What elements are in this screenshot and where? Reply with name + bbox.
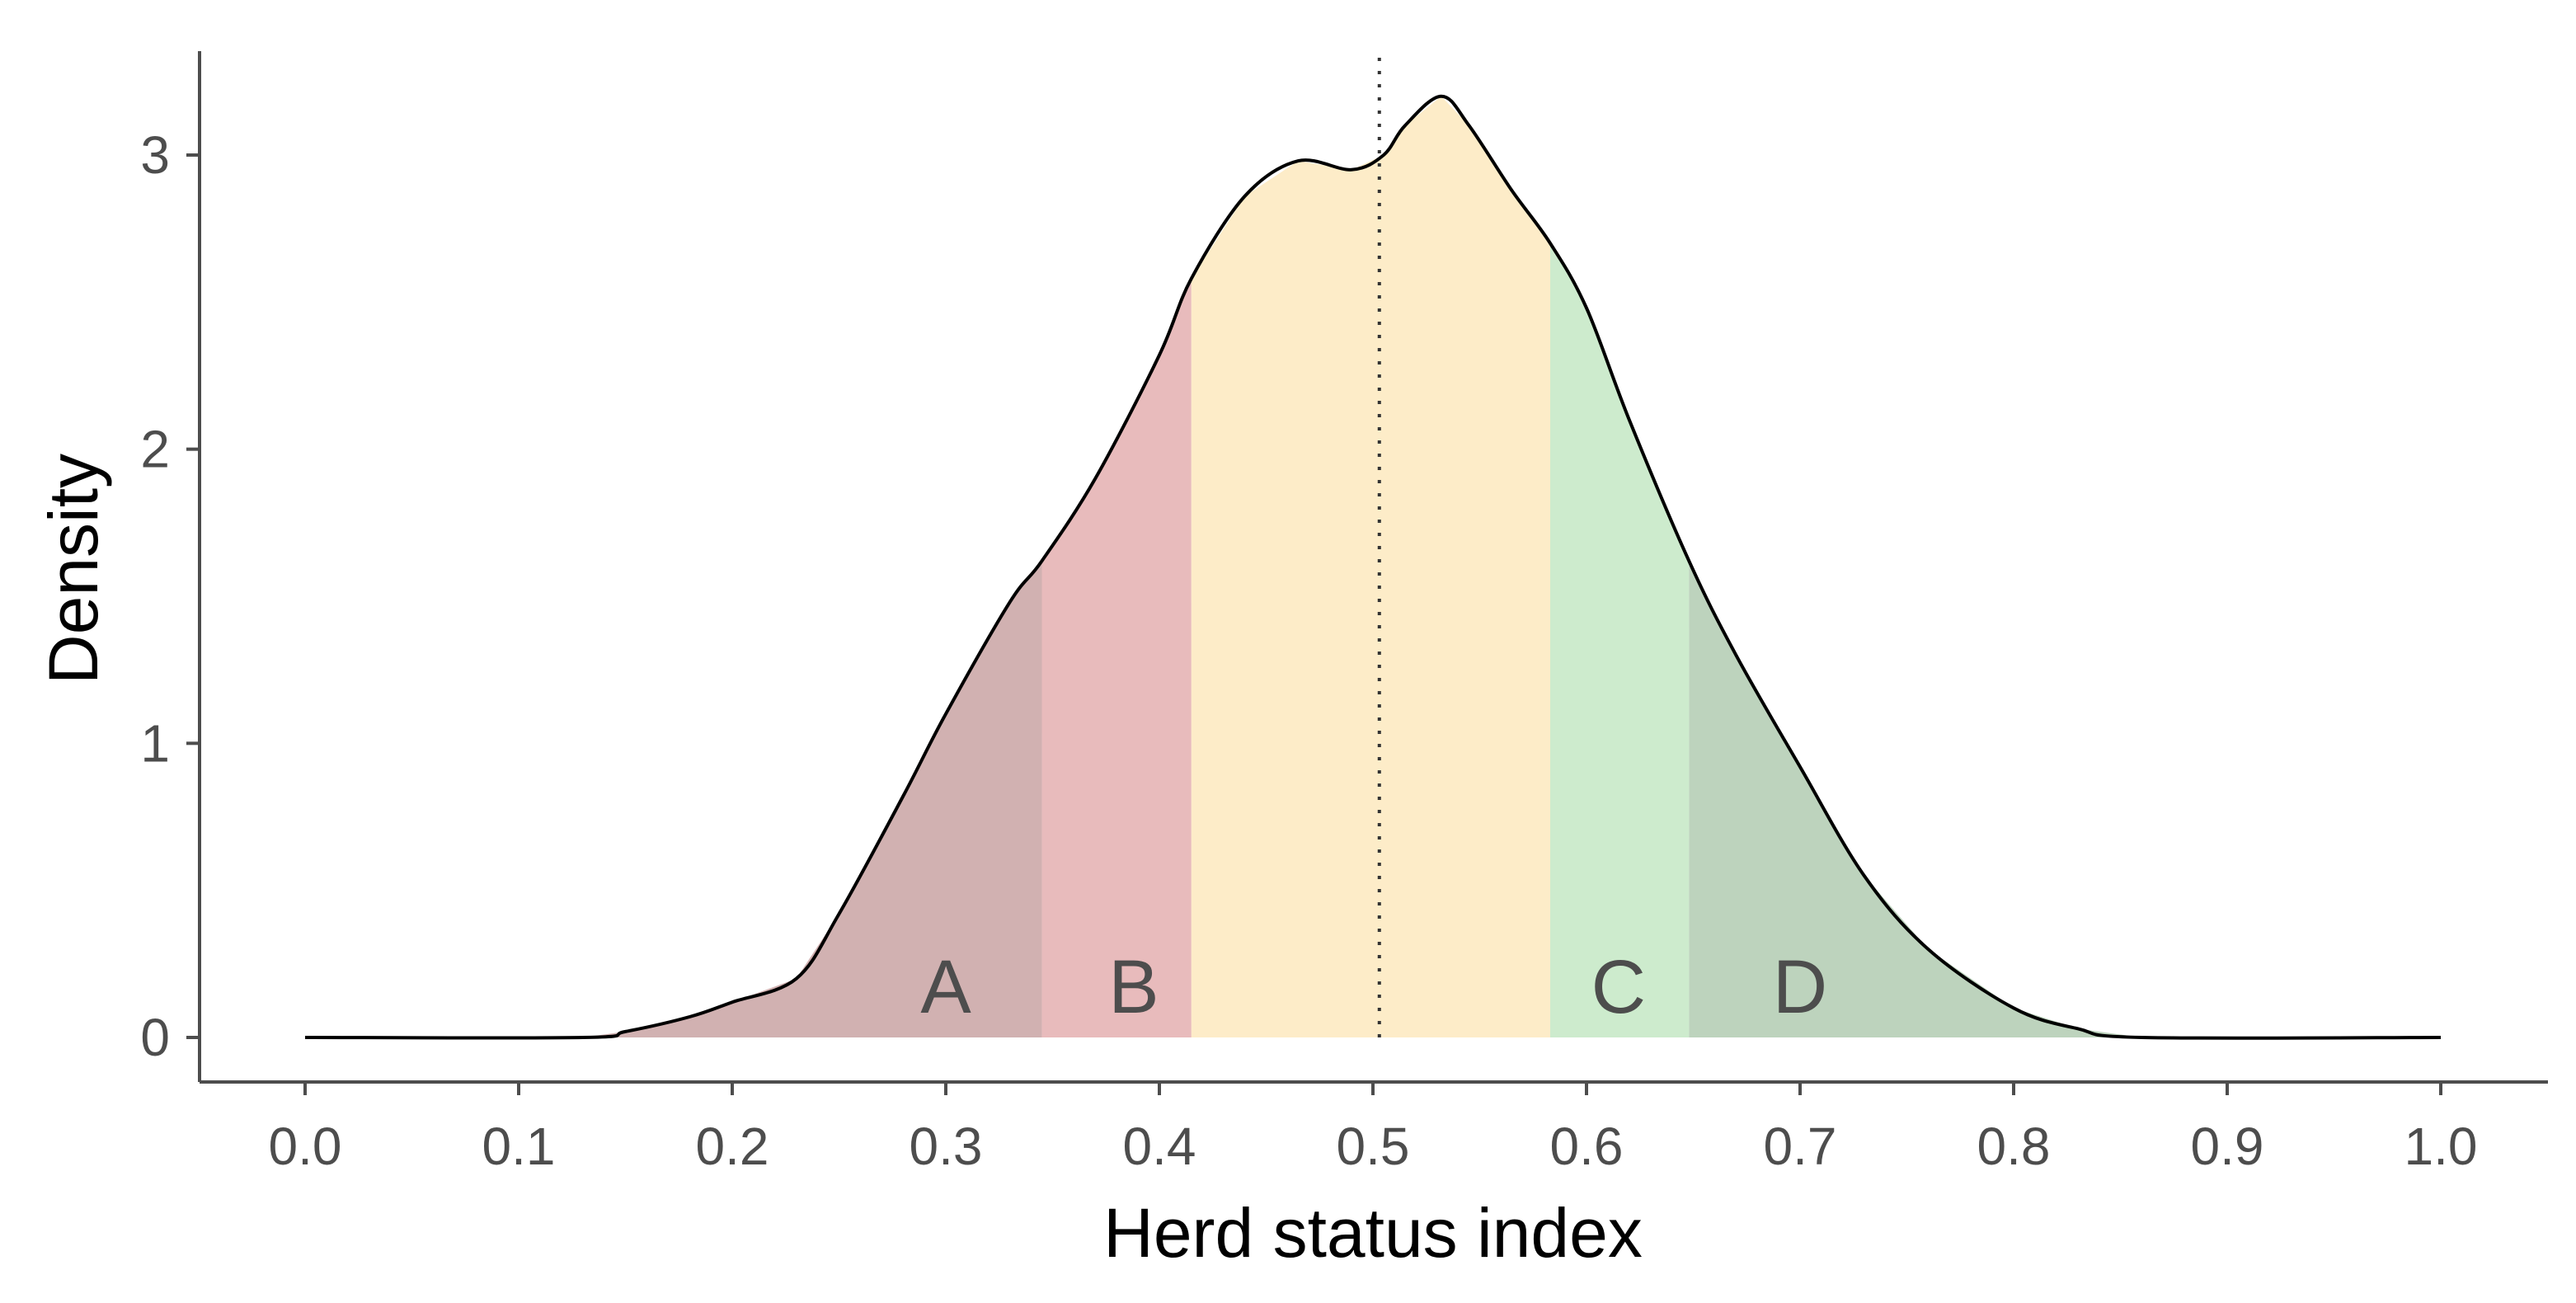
- y-axis-ticks: 0 1 2 3: [140, 125, 200, 1067]
- band-label-a: A: [920, 945, 971, 1029]
- x-tick-label: 0.8: [1977, 1117, 2051, 1176]
- y-tick-label: 2: [140, 420, 170, 479]
- x-axis-ticks: 0.0 0.1 0.2 0.3 0.4 0.5 0.6 0.7 0.8 0.9 1.0: [269, 1082, 2478, 1176]
- y-axis-title: Density: [35, 454, 112, 684]
- x-tick-label: 0.5: [1337, 1117, 1410, 1176]
- band-fill-a: [305, 561, 1042, 1037]
- band-fill-middle: [1191, 96, 1550, 1038]
- x-tick-label: 0.3: [910, 1117, 983, 1176]
- y-tick-label: 1: [140, 713, 170, 773]
- y-tick-label: 0: [140, 1008, 170, 1067]
- band-label-c: C: [1591, 945, 1646, 1029]
- band-labels: A B C D: [920, 945, 1827, 1029]
- x-tick-label: 0.9: [2191, 1117, 2264, 1176]
- x-tick-label: 0.0: [269, 1117, 342, 1176]
- x-axis-title: Herd status index: [1103, 1194, 1643, 1272]
- x-tick-label: 0.4: [1123, 1117, 1196, 1176]
- band-fill-c: [1549, 243, 1690, 1037]
- band-fill-b: [1041, 278, 1192, 1037]
- x-tick-label: 0.1: [482, 1117, 556, 1176]
- x-tick-label: 1.0: [2404, 1117, 2478, 1176]
- x-tick-label: 0.6: [1550, 1117, 1624, 1176]
- band-fill-d: [1689, 561, 2441, 1037]
- band-label-b: B: [1108, 945, 1159, 1029]
- x-tick-label: 0.7: [1764, 1117, 1837, 1176]
- density-curve: [304, 94, 2442, 1040]
- x-tick-label: 0.2: [696, 1117, 769, 1176]
- band-label-d: D: [1773, 945, 1827, 1029]
- y-tick-label: 3: [140, 125, 170, 185]
- band-fills: [305, 96, 2441, 1038]
